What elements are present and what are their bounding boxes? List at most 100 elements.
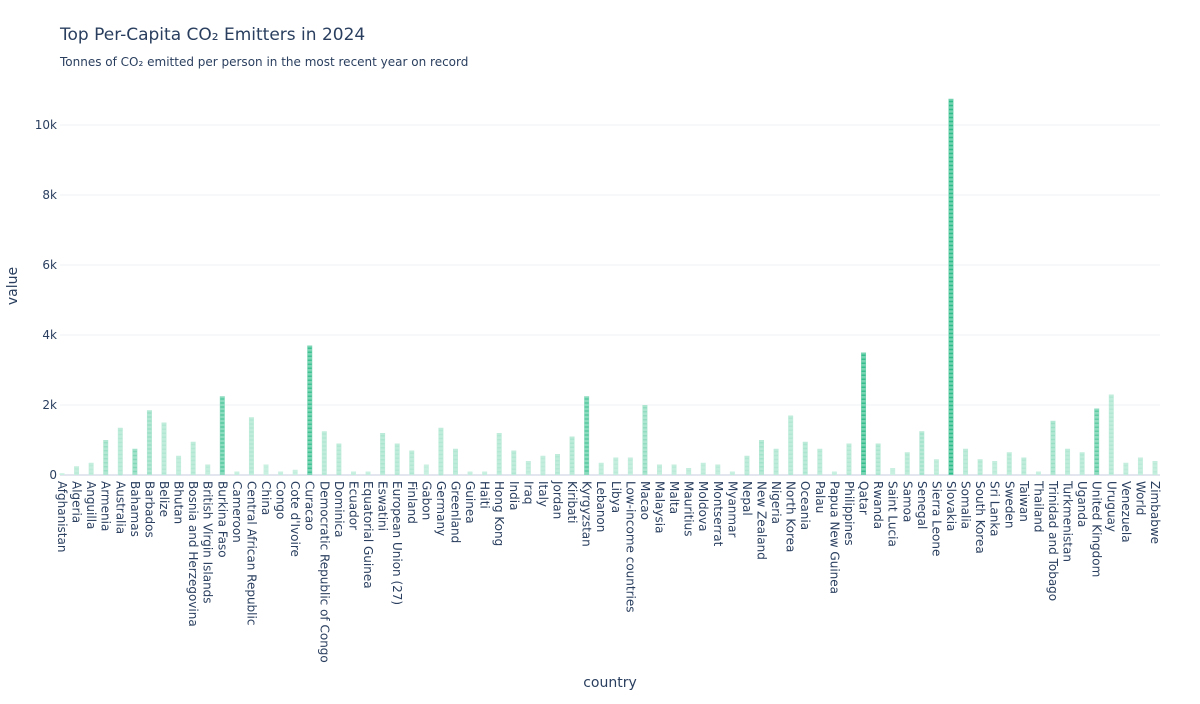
bar[interactable] bbox=[992, 461, 998, 475]
bar-segment bbox=[147, 460, 152, 462]
bar[interactable] bbox=[1094, 408, 1100, 476]
bar[interactable] bbox=[846, 443, 852, 476]
bar-segment bbox=[584, 462, 589, 464]
bar-segment bbox=[948, 104, 953, 107]
bar[interactable] bbox=[904, 452, 910, 475]
bar[interactable] bbox=[234, 471, 240, 476]
bar[interactable] bbox=[715, 464, 721, 476]
bar[interactable] bbox=[511, 450, 517, 476]
bar[interactable] bbox=[307, 345, 313, 476]
bar[interactable] bbox=[686, 468, 692, 475]
bar[interactable] bbox=[350, 471, 356, 476]
bar[interactable] bbox=[219, 396, 225, 475]
bar[interactable] bbox=[409, 450, 415, 476]
bar[interactable] bbox=[496, 433, 502, 475]
bar[interactable] bbox=[1123, 462, 1129, 475]
bar[interactable] bbox=[103, 440, 109, 475]
bar[interactable] bbox=[1108, 394, 1114, 476]
bar-segment bbox=[249, 463, 254, 465]
bar-segment bbox=[978, 473, 983, 475]
bar[interactable] bbox=[1079, 452, 1085, 475]
bar[interactable] bbox=[729, 471, 735, 476]
bar-segment bbox=[919, 445, 924, 447]
bar[interactable] bbox=[773, 448, 779, 475]
x-tick-label: Gabon bbox=[419, 481, 433, 520]
bar[interactable] bbox=[933, 459, 939, 475]
bar-segment bbox=[934, 469, 939, 471]
bar[interactable] bbox=[482, 471, 488, 476]
bar[interactable] bbox=[467, 471, 473, 476]
bar[interactable] bbox=[788, 415, 794, 476]
bar-segment bbox=[322, 449, 327, 451]
bar[interactable] bbox=[744, 455, 750, 476]
bar[interactable] bbox=[278, 471, 284, 476]
bar[interactable] bbox=[438, 427, 444, 476]
bar-segment bbox=[642, 419, 647, 421]
bar[interactable] bbox=[263, 464, 269, 476]
bar[interactable] bbox=[1050, 420, 1056, 475]
bar[interactable] bbox=[205, 464, 211, 476]
bar[interactable] bbox=[1021, 457, 1027, 476]
bar[interactable] bbox=[569, 436, 575, 476]
bar[interactable] bbox=[423, 464, 429, 476]
bar-segment bbox=[103, 450, 108, 452]
bar[interactable] bbox=[759, 440, 765, 475]
bar[interactable] bbox=[1035, 471, 1041, 476]
bar[interactable] bbox=[394, 443, 400, 476]
bar[interactable] bbox=[59, 473, 65, 475]
bar-segment bbox=[307, 467, 312, 469]
bar[interactable] bbox=[657, 464, 663, 476]
bar[interactable] bbox=[613, 457, 619, 476]
bar-segment bbox=[948, 408, 953, 411]
bar[interactable] bbox=[117, 427, 123, 476]
bar[interactable] bbox=[190, 441, 196, 475]
bar-rect bbox=[773, 448, 779, 475]
bar[interactable] bbox=[321, 431, 327, 475]
bar[interactable] bbox=[292, 469, 298, 475]
bar[interactable] bbox=[642, 405, 648, 475]
bar-segment bbox=[948, 352, 953, 355]
bar[interactable] bbox=[919, 431, 925, 475]
bar[interactable] bbox=[88, 462, 94, 475]
bar[interactable] bbox=[890, 468, 896, 475]
bar-segment bbox=[642, 427, 647, 429]
bar[interactable] bbox=[1006, 452, 1012, 475]
bar-segment bbox=[774, 470, 779, 473]
bar[interactable] bbox=[671, 464, 677, 476]
bar[interactable] bbox=[176, 455, 182, 476]
bar-segment bbox=[147, 428, 152, 430]
bar[interactable] bbox=[584, 396, 590, 475]
bar[interactable] bbox=[627, 457, 633, 476]
bar[interactable] bbox=[525, 461, 531, 475]
bar[interactable] bbox=[1065, 448, 1071, 475]
bar[interactable] bbox=[861, 352, 867, 476]
x-tick-label: Malta bbox=[667, 481, 681, 514]
bar[interactable] bbox=[74, 466, 80, 475]
bar-segment bbox=[948, 360, 953, 363]
bar[interactable] bbox=[831, 471, 837, 476]
bar[interactable] bbox=[248, 417, 254, 475]
bar[interactable] bbox=[963, 448, 969, 475]
bar-segment bbox=[948, 204, 953, 207]
bar[interactable] bbox=[875, 443, 881, 476]
x-tick-label: Equatorial Guinea bbox=[361, 481, 375, 589]
bar[interactable] bbox=[1152, 461, 1158, 475]
bar[interactable] bbox=[1137, 457, 1143, 476]
bar[interactable] bbox=[336, 443, 342, 476]
bar[interactable] bbox=[161, 422, 167, 476]
bar[interactable] bbox=[146, 410, 152, 475]
bar[interactable] bbox=[948, 98, 954, 475]
bar[interactable] bbox=[132, 448, 138, 475]
bar[interactable] bbox=[365, 471, 371, 476]
bar[interactable] bbox=[380, 433, 386, 475]
bar[interactable] bbox=[452, 448, 458, 475]
bar[interactable] bbox=[700, 462, 706, 475]
bar[interactable] bbox=[802, 441, 808, 475]
bar-segment bbox=[701, 472, 706, 475]
bar[interactable] bbox=[554, 454, 560, 475]
bar[interactable] bbox=[817, 448, 823, 475]
bar[interactable] bbox=[977, 459, 983, 475]
bar[interactable] bbox=[540, 455, 546, 476]
bar[interactable] bbox=[598, 462, 604, 475]
bar-segment bbox=[613, 471, 618, 473]
